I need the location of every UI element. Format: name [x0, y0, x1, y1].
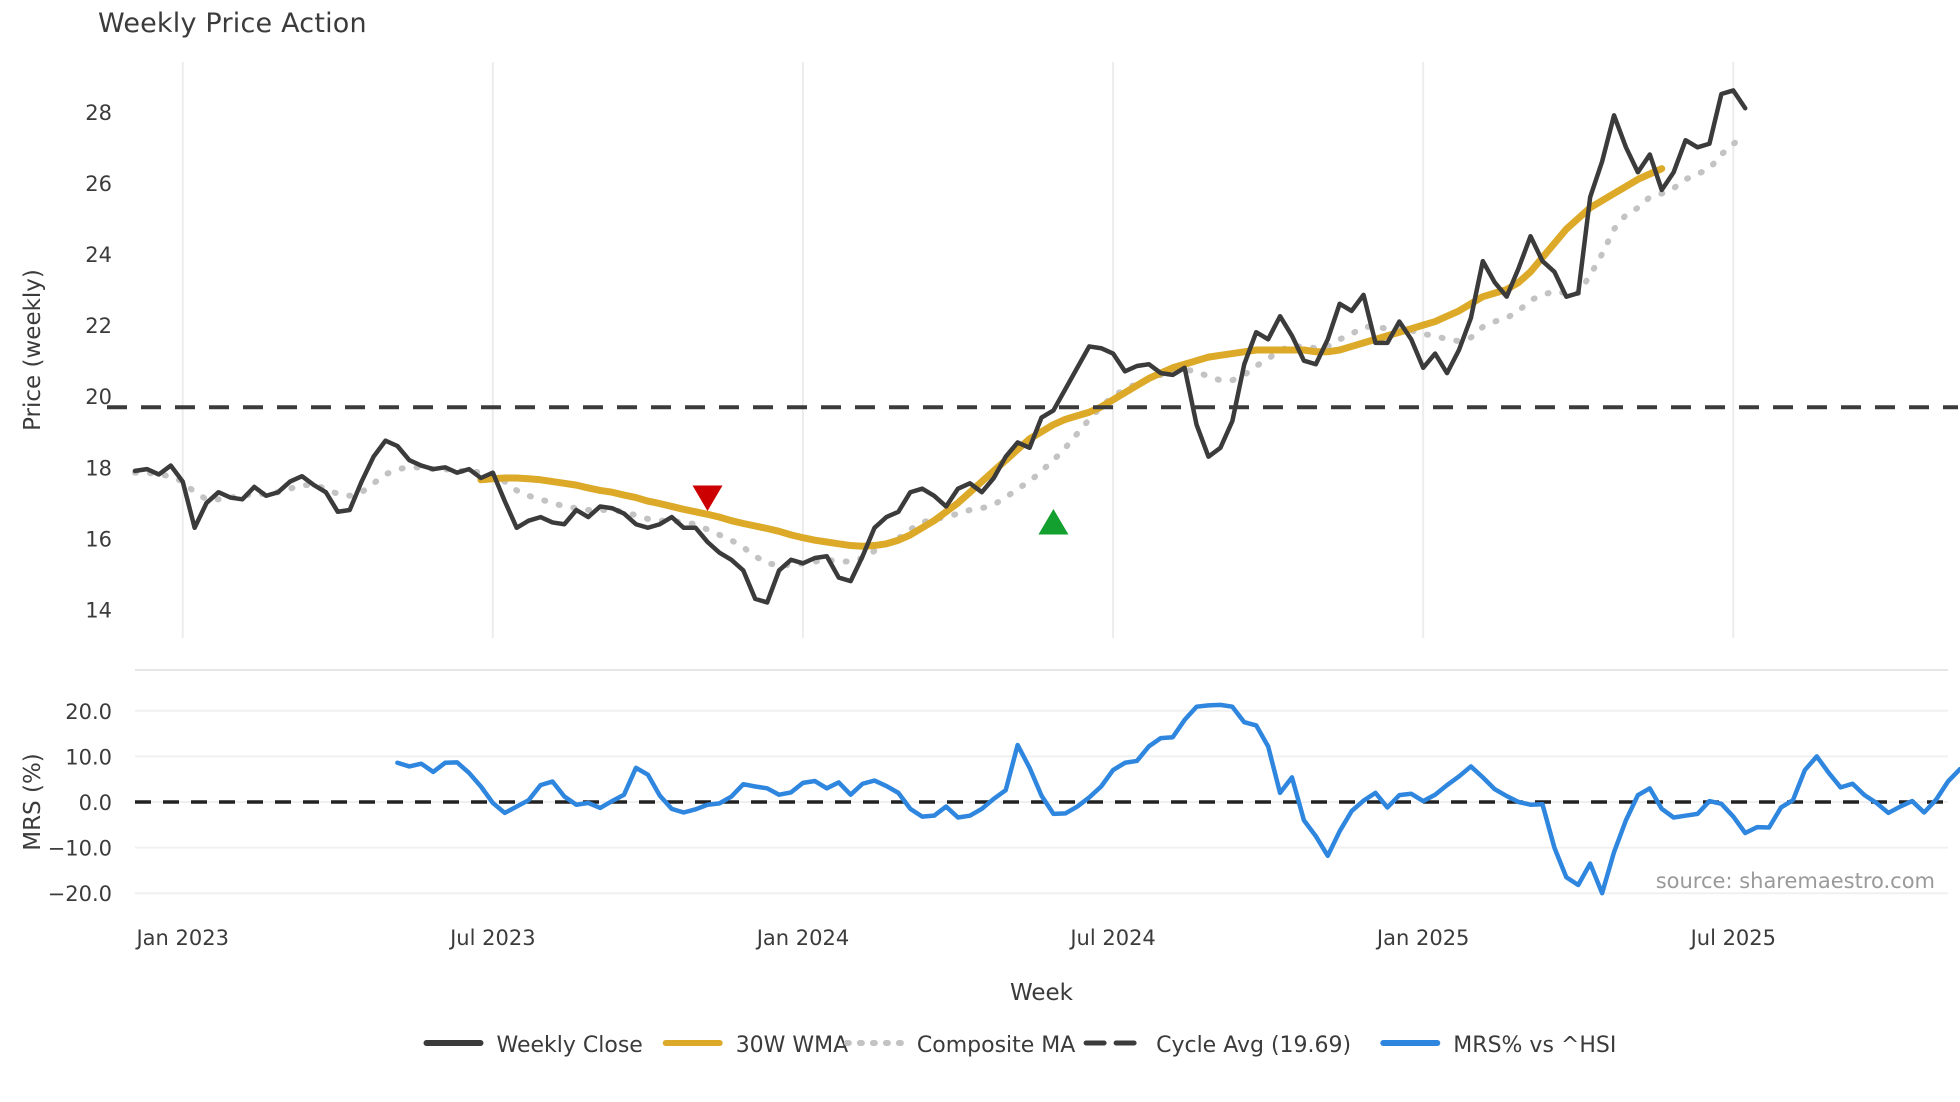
x-tick-1: Jul 2023 — [448, 926, 535, 950]
price-y-axis: 14 16 18 20 22 24 26 28 — [85, 101, 112, 623]
legend-label-30w-wma[interactable]: 30W WMA — [736, 1033, 849, 1058]
mrs-y-tick-0: 20.0 — [65, 700, 112, 724]
mrs-gridlines — [135, 669, 1948, 895]
price-y-tick-0: 14 — [85, 599, 112, 623]
mrs-y-tick-2: 0.0 — [79, 791, 112, 815]
buy-marker — [1038, 508, 1069, 535]
price-y-tick-6: 26 — [85, 172, 112, 196]
source-watermark: source: sharemaestro.com — [1656, 869, 1935, 893]
x-tick-4: Jan 2025 — [1375, 926, 1470, 950]
price-series-group — [132, 88, 1749, 605]
price-y-axis-label: Price (weekly) — [20, 269, 46, 431]
price-y-tick-3: 20 — [85, 385, 112, 409]
x-axis: Jan 2023 Jul 2023 Jan 2024 Jul 2024 Jan 2025… — [134, 926, 1776, 1006]
price-y-tick-7: 28 — [85, 101, 112, 125]
series-mrs-pct — [395, 702, 1960, 896]
mrs-y-axis-label: MRS (%) — [20, 753, 46, 851]
price-y-tick-2: 18 — [85, 456, 112, 480]
trade-markers — [692, 485, 1069, 535]
legend: Weekly Close 30W WMA Composite MA Cycle Avg… — [423, 1033, 1616, 1058]
series-weekly-close — [132, 88, 1748, 605]
price-y-tick-1: 16 — [85, 527, 112, 551]
mrs-y-axis: 20.0 10.0 0.0 −10.0 −20.0 — [48, 700, 112, 906]
legend-label-mrs-vs-hsi[interactable]: MRS% vs ^HSI — [1453, 1033, 1616, 1058]
x-axis-label: Week — [1010, 980, 1074, 1006]
sell-marker — [692, 485, 723, 512]
legend-label-weekly-close[interactable]: Weekly Close — [497, 1033, 643, 1058]
x-tick-5: Jul 2025 — [1689, 926, 1776, 950]
price-y-tick-4: 22 — [85, 314, 112, 338]
legend-label-composite-ma[interactable]: Composite MA — [917, 1033, 1075, 1058]
x-tick-2: Jan 2024 — [755, 926, 850, 950]
mrs-y-tick-1: 10.0 — [65, 745, 112, 769]
x-tick-0: Jan 2023 — [134, 926, 229, 950]
x-tick-3: Jul 2024 — [1068, 926, 1155, 950]
price-y-tick-5: 24 — [85, 243, 112, 267]
series-30w-wma — [477, 165, 1666, 550]
gridlines — [181, 62, 1735, 638]
mrs-y-tick-3: −10.0 — [48, 837, 112, 861]
page-title: Weekly Price Action — [98, 8, 367, 39]
legend-label-cycle-avg-19-69-[interactable]: Cycle Avg (19.69) — [1156, 1033, 1351, 1058]
mrs-y-tick-4: −20.0 — [48, 882, 112, 906]
